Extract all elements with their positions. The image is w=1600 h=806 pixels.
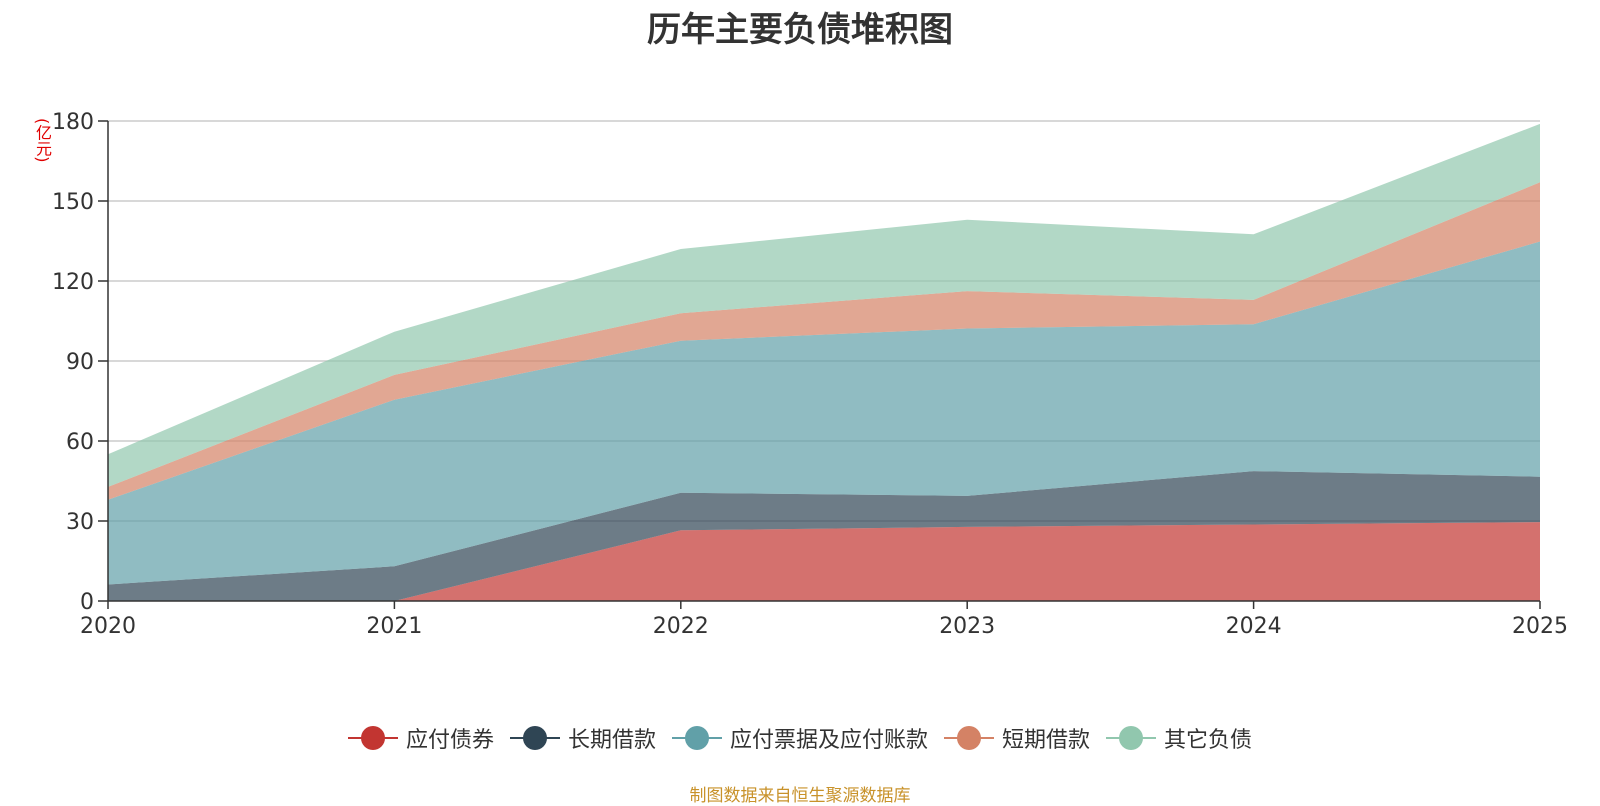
x-tick-label: 2021	[366, 614, 422, 639]
legend-item[interactable]: 应付债券	[347, 722, 494, 754]
x-tick-label: 2020	[80, 614, 136, 639]
legend: 应付债券 长期借款 应付票据及应付账款 短期借款 其它负债	[0, 722, 1600, 754]
y-tick-label: 90	[66, 350, 94, 375]
x-tick-label: 2023	[939, 614, 995, 639]
legend-item[interactable]: 短期借款	[944, 722, 1090, 754]
legend-label: 其它负债	[1164, 728, 1253, 753]
y-tick-label: 0	[80, 590, 94, 615]
legend-marker-icon	[944, 725, 994, 751]
legend-marker-icon	[1106, 725, 1157, 751]
legend-label: 短期借款	[1002, 728, 1091, 753]
x-tick-label: 2025	[1512, 614, 1568, 639]
x-tick-label: 2024	[1226, 614, 1282, 639]
y-tick-label: 180	[52, 110, 94, 135]
legend-marker-icon	[509, 725, 560, 751]
data-source-note: 制图数据来自恒生聚源数据库	[689, 786, 911, 806]
y-tick-label: 150	[52, 190, 94, 215]
stacked-area-chart: 0 30 60 90 120 150 180 2020 2021 2022 2023 2024 2025	[52, 110, 1568, 639]
legend-marker-icon	[671, 725, 722, 751]
chart-title: 历年主要负债堆积图	[647, 10, 953, 50]
x-tick-label: 2022	[653, 614, 709, 639]
area-series-0	[108, 522, 1540, 601]
y-tick-label: 60	[66, 430, 94, 455]
y-tick-label: 120	[52, 270, 94, 295]
y-axis-unit: (亿元)	[33, 118, 52, 163]
legend-label: 长期借款	[567, 728, 656, 753]
legend-item[interactable]: 长期借款	[509, 722, 656, 754]
area-series	[108, 123, 1540, 601]
legend-item[interactable]: 其它负债	[1106, 722, 1252, 754]
y-tick-label: 30	[66, 510, 94, 535]
legend-item[interactable]: 应付票据及应付账款	[671, 722, 928, 754]
legend-marker-icon	[347, 725, 398, 751]
legend-label: 应付票据及应付账款	[729, 728, 928, 753]
legend-label: 应付债券	[405, 728, 494, 753]
area-series-2	[108, 241, 1540, 585]
axes: 0 30 60 90 120 150 180 2020 2021 2022 2023 2024 2025	[52, 110, 1568, 639]
area-series-1	[108, 471, 1540, 601]
